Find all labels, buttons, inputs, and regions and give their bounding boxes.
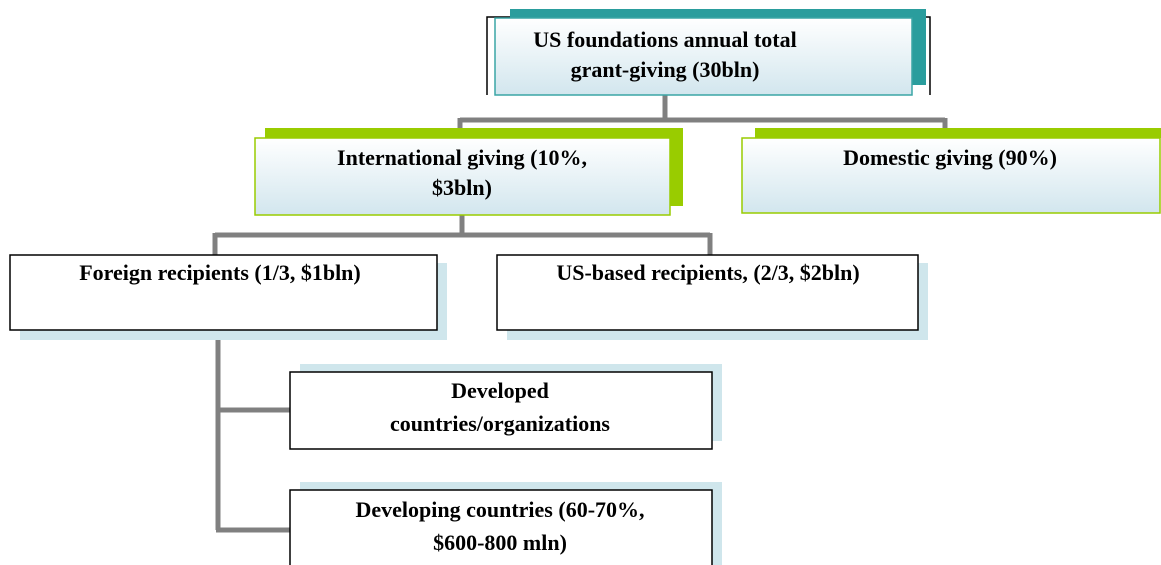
node-box — [254, 137, 671, 216]
node-box — [9, 254, 438, 331]
node-label: International giving (10%, — [337, 145, 587, 170]
node-label: Developing countries (60-70%, — [355, 497, 644, 522]
node-box — [741, 137, 1161, 214]
connector — [457, 95, 948, 140]
node-label: Developed — [451, 378, 549, 403]
node-box — [496, 254, 919, 331]
node-label: US-based recipients, (2/3, $2bln) — [556, 260, 859, 285]
node-box — [289, 371, 713, 450]
shadow — [912, 9, 926, 85]
node-label: countries/organizations — [390, 411, 610, 436]
node-label: $600-800 mln) — [433, 530, 567, 555]
connector — [212, 215, 713, 257]
node-label: $3bln) — [432, 175, 492, 200]
node-label: US foundations annual total — [533, 27, 796, 52]
node-label: Domestic giving (90%) — [843, 145, 1057, 170]
shadow — [510, 9, 926, 19]
shadow — [755, 128, 1161, 138]
node-label: grant-giving (30bln) — [571, 57, 760, 82]
node-label: Foreign recipients (1/3, $1bln) — [79, 260, 361, 285]
connector — [215, 330, 292, 533]
shadow — [670, 128, 683, 206]
shadow — [265, 128, 683, 138]
node-box — [494, 17, 913, 96]
node-box — [289, 489, 713, 565]
